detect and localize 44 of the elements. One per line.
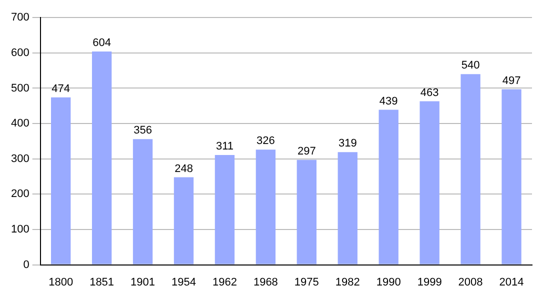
bar (256, 150, 276, 264)
x-tick-label: 1990 (376, 276, 401, 288)
y-tick-label: 400 (10, 118, 30, 130)
y-tick-label: 700 (10, 12, 30, 24)
x-tick-label: 2014 (499, 276, 524, 288)
x-tick-label: 1975 (294, 276, 319, 288)
x-tick-label: 1982 (335, 276, 360, 288)
data-label: 326 (256, 135, 275, 148)
bar (338, 152, 358, 264)
y-tick-label: 200 (10, 188, 30, 200)
bar (174, 177, 194, 264)
data-label: 319 (338, 138, 357, 150)
bar (92, 52, 112, 264)
y-tick-label: 600 (10, 46, 30, 59)
bar (296, 160, 316, 264)
bar (132, 139, 153, 264)
data-label: 297 (297, 145, 316, 158)
bar (420, 101, 440, 264)
data-label: 604 (92, 37, 111, 50)
bar (502, 89, 522, 264)
y-tick-label: 0 (23, 258, 30, 271)
bar (378, 110, 398, 264)
y-tick-label: 300 (10, 152, 30, 165)
data-label: 439 (379, 95, 398, 108)
data-label: 497 (502, 74, 521, 87)
x-tick-label: 1999 (417, 276, 442, 288)
data-label: 248 (174, 162, 193, 175)
data-label: 311 (216, 140, 234, 153)
x-tick-label: 1901 (130, 276, 156, 288)
x-tick-label: 1954 (172, 276, 196, 288)
x-tick-label: 1851 (90, 276, 114, 288)
bar (460, 74, 480, 264)
y-tick-label: 500 (10, 82, 30, 94)
x-tick-label: 1968 (253, 276, 278, 288)
x-tick-label: 1962 (212, 276, 237, 288)
bar (51, 97, 71, 264)
data-label: 356 (134, 124, 152, 137)
y-tick-label: 100 (10, 224, 30, 236)
data-label: 474 (52, 82, 70, 95)
x-tick-label: 1800 (48, 276, 74, 288)
data-label: 540 (461, 60, 480, 72)
bar (214, 154, 235, 264)
data-label: 463 (420, 86, 439, 99)
x-tick-label: 2008 (458, 276, 483, 288)
